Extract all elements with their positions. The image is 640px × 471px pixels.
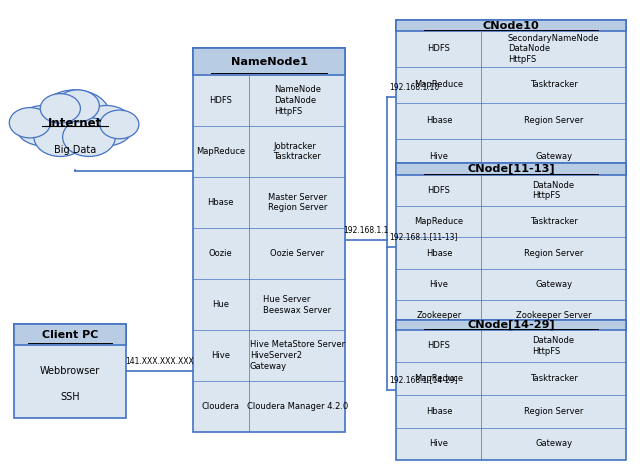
Text: Big Data: Big Data xyxy=(54,145,96,155)
Text: Master Server
Region Server: Master Server Region Server xyxy=(268,193,327,212)
Text: MapReduce: MapReduce xyxy=(414,217,463,226)
Text: Hive MetaStore Server
HiveServer2
Gateway: Hive MetaStore Server HiveServer2 Gatewa… xyxy=(250,341,345,371)
Text: MapReduce: MapReduce xyxy=(196,147,245,156)
Text: HDFS: HDFS xyxy=(428,44,451,53)
Text: Gateway: Gateway xyxy=(535,439,572,448)
FancyBboxPatch shape xyxy=(193,48,346,432)
Text: Client PC: Client PC xyxy=(42,330,98,340)
Text: Hive: Hive xyxy=(211,351,230,360)
Text: Jobtracker
Tasktracker: Jobtracker Tasktracker xyxy=(273,142,321,162)
Text: DataNode
HttpFS: DataNode HttpFS xyxy=(532,336,575,356)
Circle shape xyxy=(63,118,115,156)
Text: Tasktracker: Tasktracker xyxy=(530,374,577,383)
Text: MapReduce: MapReduce xyxy=(414,81,463,89)
Circle shape xyxy=(39,90,110,142)
Text: CNode[11-13]: CNode[11-13] xyxy=(467,164,555,174)
FancyBboxPatch shape xyxy=(396,320,626,460)
Text: NameNode1: NameNode1 xyxy=(230,57,308,67)
Text: DataNode
HttpFS: DataNode HttpFS xyxy=(532,180,575,200)
Circle shape xyxy=(34,118,86,156)
Text: Tasktracker: Tasktracker xyxy=(530,217,577,226)
Text: Cloudera Manager 4.2.0: Cloudera Manager 4.2.0 xyxy=(246,402,348,411)
Text: Tasktracker: Tasktracker xyxy=(530,81,577,89)
FancyBboxPatch shape xyxy=(193,48,346,75)
Text: Region Server: Region Server xyxy=(524,249,583,258)
Circle shape xyxy=(40,94,81,123)
Text: 192.168.1.[11-13]: 192.168.1.[11-13] xyxy=(390,233,458,242)
Text: 141.XXX.XXX.XXX: 141.XXX.XXX.XXX xyxy=(125,357,193,365)
Text: NameNode
DataNode
HttpFS: NameNode DataNode HttpFS xyxy=(274,85,321,116)
Text: Hbase: Hbase xyxy=(426,249,452,258)
Text: Hive: Hive xyxy=(429,152,449,161)
Text: Internet: Internet xyxy=(47,117,102,130)
Text: Oozie: Oozie xyxy=(209,249,233,258)
Text: Gateway: Gateway xyxy=(535,280,572,289)
Text: 192.168.1.[14-29]: 192.168.1.[14-29] xyxy=(390,375,458,384)
Circle shape xyxy=(15,106,70,146)
Text: Zookeeper: Zookeeper xyxy=(416,311,461,320)
Circle shape xyxy=(56,90,99,122)
Text: 192.168.1.1: 192.168.1.1 xyxy=(344,226,389,235)
Text: Hive: Hive xyxy=(429,439,449,448)
Text: Zookeeper Server: Zookeeper Server xyxy=(516,311,591,320)
Text: Cloudera: Cloudera xyxy=(202,402,240,411)
Text: SecondaryNameNode
DataNode
HttpFS: SecondaryNameNode DataNode HttpFS xyxy=(508,33,600,64)
FancyBboxPatch shape xyxy=(14,325,125,418)
Text: Hue: Hue xyxy=(212,300,229,309)
Text: Hbase: Hbase xyxy=(207,198,234,207)
FancyBboxPatch shape xyxy=(396,163,626,332)
FancyBboxPatch shape xyxy=(396,163,626,175)
Text: Oozie Server: Oozie Server xyxy=(270,249,324,258)
FancyBboxPatch shape xyxy=(396,20,626,31)
Circle shape xyxy=(100,110,139,139)
Circle shape xyxy=(79,106,134,146)
Text: Region Server: Region Server xyxy=(524,407,583,416)
Circle shape xyxy=(10,107,51,138)
Text: Hue Server
Beeswax Server: Hue Server Beeswax Server xyxy=(263,295,332,315)
FancyBboxPatch shape xyxy=(396,20,626,175)
Text: CNode10: CNode10 xyxy=(483,21,540,31)
Text: HDFS: HDFS xyxy=(428,186,451,195)
Text: Hbase: Hbase xyxy=(426,407,452,416)
FancyBboxPatch shape xyxy=(14,325,125,345)
Text: HDFS: HDFS xyxy=(428,341,451,350)
Text: SSH: SSH xyxy=(60,392,80,402)
FancyBboxPatch shape xyxy=(396,320,626,330)
Text: HDFS: HDFS xyxy=(209,96,232,105)
Text: Region Server: Region Server xyxy=(524,116,583,125)
Text: Hbase: Hbase xyxy=(426,116,452,125)
Text: Webbrowser: Webbrowser xyxy=(40,366,100,376)
Text: Hive: Hive xyxy=(429,280,449,289)
Text: MapReduce: MapReduce xyxy=(414,374,463,383)
Text: Gateway: Gateway xyxy=(535,152,572,161)
Text: CNode[14-29]: CNode[14-29] xyxy=(467,319,555,330)
Text: 192.168.1.10: 192.168.1.10 xyxy=(390,83,440,92)
